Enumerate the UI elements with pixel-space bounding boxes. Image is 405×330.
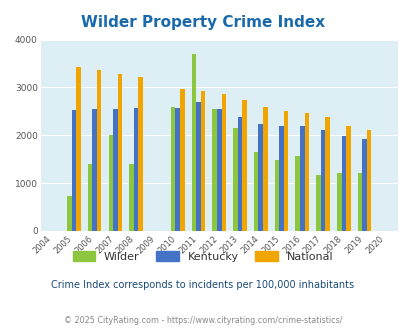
- Legend: Wilder, Kentucky, National: Wilder, Kentucky, National: [70, 248, 335, 266]
- Bar: [134, 108, 138, 231]
- Bar: [362, 139, 366, 231]
- Bar: [274, 160, 279, 231]
- Bar: [357, 173, 362, 231]
- Bar: [320, 130, 324, 231]
- Bar: [262, 107, 267, 231]
- Bar: [108, 135, 113, 231]
- Bar: [315, 176, 320, 231]
- Bar: [221, 94, 226, 231]
- Bar: [258, 124, 262, 231]
- Bar: [304, 113, 309, 231]
- Bar: [253, 152, 258, 231]
- Bar: [237, 117, 242, 231]
- Bar: [76, 67, 81, 231]
- Bar: [212, 109, 216, 231]
- Text: Wilder Property Crime Index: Wilder Property Crime Index: [81, 15, 324, 30]
- Bar: [366, 130, 371, 231]
- Bar: [200, 91, 205, 231]
- Bar: [191, 54, 196, 231]
- Bar: [279, 126, 283, 231]
- Bar: [129, 164, 134, 231]
- Bar: [345, 126, 350, 231]
- Bar: [179, 89, 184, 231]
- Text: © 2025 CityRating.com - https://www.cityrating.com/crime-statistics/: © 2025 CityRating.com - https://www.city…: [64, 315, 341, 325]
- Bar: [324, 116, 329, 231]
- Bar: [299, 126, 304, 231]
- Bar: [175, 108, 179, 231]
- Bar: [242, 100, 246, 231]
- Bar: [336, 173, 341, 231]
- Bar: [71, 110, 76, 231]
- Bar: [138, 77, 143, 231]
- Bar: [97, 70, 101, 231]
- Bar: [171, 107, 175, 231]
- Bar: [295, 156, 299, 231]
- Bar: [87, 164, 92, 231]
- Text: Crime Index corresponds to incidents per 100,000 inhabitants: Crime Index corresponds to incidents per…: [51, 280, 354, 290]
- Bar: [232, 128, 237, 231]
- Bar: [117, 74, 122, 231]
- Bar: [341, 136, 345, 231]
- Bar: [216, 109, 221, 231]
- Bar: [92, 109, 97, 231]
- Bar: [283, 112, 288, 231]
- Bar: [67, 196, 71, 231]
- Bar: [113, 110, 117, 231]
- Bar: [196, 102, 200, 231]
